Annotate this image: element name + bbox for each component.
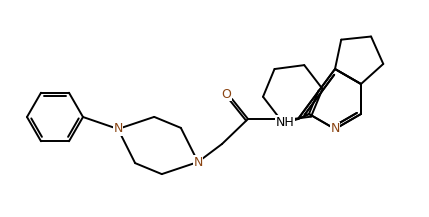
Text: O: O (221, 87, 231, 100)
Text: N: N (193, 156, 202, 168)
Text: N: N (113, 123, 123, 135)
Text: N: N (113, 123, 123, 135)
Text: N: N (330, 123, 340, 135)
Text: NH: NH (275, 115, 294, 128)
Text: NH: NH (275, 115, 294, 128)
Text: O: O (221, 87, 231, 100)
Text: N: N (193, 156, 202, 168)
Text: N: N (330, 123, 340, 135)
